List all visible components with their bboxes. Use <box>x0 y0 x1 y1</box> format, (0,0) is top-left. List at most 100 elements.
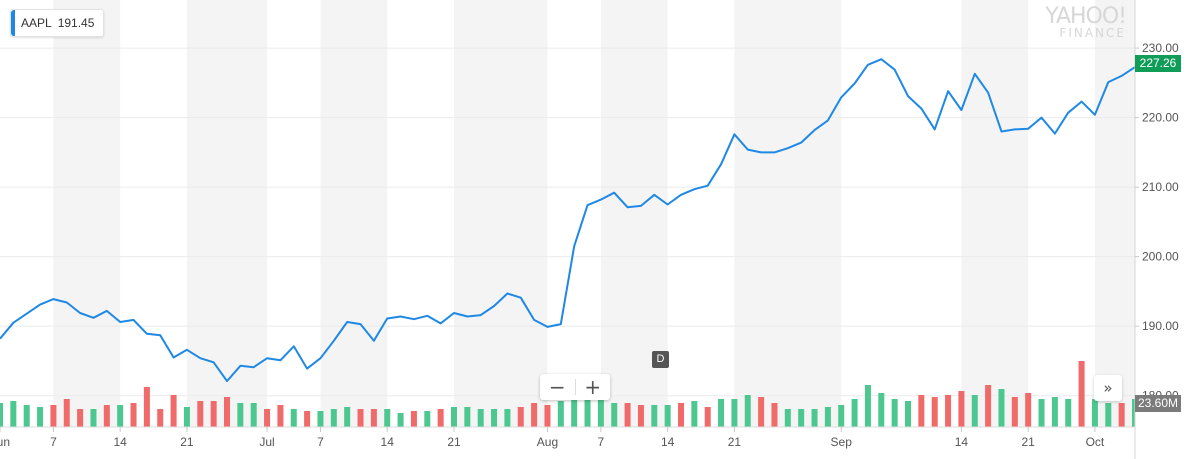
interval-badge[interactable]: D <box>652 351 669 368</box>
yahoo-finance-logo: YAHOO! FINANCE <box>1030 4 1127 40</box>
volume-bar <box>985 385 992 427</box>
week-band <box>320 0 388 427</box>
volume-bar <box>771 403 778 427</box>
volume-bar <box>744 395 751 427</box>
x-tick-label: 7 <box>50 435 57 449</box>
volume-bar <box>424 411 431 427</box>
volume-bar <box>130 403 137 427</box>
volume-bar <box>878 393 885 427</box>
y-tick-label: 210.00 <box>1142 180 1179 194</box>
volume-bar <box>210 401 217 427</box>
y-tick-label: 200.00 <box>1142 250 1179 264</box>
volume-bar <box>664 405 671 427</box>
zoom-in-button[interactable]: + <box>576 374 611 400</box>
volume-bar <box>504 409 511 427</box>
volume-bar <box>1038 399 1045 427</box>
volume-bar <box>357 409 364 427</box>
volume-bar <box>931 397 938 427</box>
volume-bar <box>557 401 564 427</box>
x-tick-label: 21 <box>1021 435 1035 449</box>
x-tick-label: Oct <box>1086 435 1105 449</box>
volume-bar <box>584 385 591 427</box>
volume-bar <box>891 399 898 427</box>
volume-bar <box>704 407 711 427</box>
zoom-control: − + <box>540 374 610 400</box>
week-band <box>961 0 1029 427</box>
volume-bar <box>23 405 30 427</box>
legend-symbol: AAPL <box>21 16 52 30</box>
volume-bar <box>918 395 925 427</box>
volume-bar <box>317 411 324 427</box>
volume-bar <box>904 401 912 427</box>
volume-bar <box>103 405 110 427</box>
zoom-divider <box>574 379 576 395</box>
volume-bar <box>197 401 204 427</box>
volume-bar <box>397 413 404 427</box>
x-tick-label: 7 <box>317 435 324 449</box>
volume-bar <box>237 403 244 427</box>
volume-bar <box>50 405 57 427</box>
volume-bar <box>824 407 831 427</box>
volume-bar <box>143 387 150 427</box>
x-axis: Jun 7 14 21 Jul 7 14 21 Aug 7 14 21 Sep 14 21 Oct <box>0 426 1135 449</box>
volume-bar <box>304 411 311 427</box>
week-band <box>186 0 268 427</box>
x-tick-label: 7 <box>598 435 605 449</box>
volume-bar <box>264 409 271 427</box>
x-tick-label: 14 <box>661 435 675 449</box>
volume-bar <box>183 407 190 427</box>
x-tick-label: Aug <box>537 435 558 449</box>
volume-bar <box>851 399 858 427</box>
x-tick-label: 21 <box>728 435 742 449</box>
zoom-out-button[interactable]: − <box>540 374 575 400</box>
volume-bar <box>464 407 471 427</box>
x-tick-label: 14 <box>381 435 395 449</box>
volume-bar <box>477 409 484 427</box>
logo-line-1: YAHOO! <box>1045 4 1127 29</box>
volume-bar <box>10 401 17 427</box>
volume-bar <box>1011 397 1018 427</box>
volume-bar <box>945 395 952 427</box>
expand-range-button[interactable]: » <box>1094 375 1122 401</box>
volume-bar <box>611 403 618 427</box>
price-line <box>0 58 1136 383</box>
legend-value: 191.45 <box>57 16 95 30</box>
volume-bar <box>1091 399 1098 427</box>
x-tick-label: 21 <box>180 435 194 449</box>
volume-bar <box>1118 403 1125 427</box>
price-line-group <box>0 58 1136 383</box>
volume-bar <box>637 405 644 427</box>
volume-bar <box>718 399 725 427</box>
volume-bar <box>410 411 417 427</box>
volume-bar <box>838 405 845 427</box>
volume-bar <box>798 409 805 427</box>
logo-line-2: FINANCE <box>1059 26 1126 40</box>
volume-bar <box>544 405 551 427</box>
week-band <box>454 0 548 427</box>
week-band <box>53 0 121 427</box>
volume-bar <box>784 409 791 427</box>
volume-bar <box>677 403 685 427</box>
volume-bar <box>63 399 70 427</box>
volume-bar <box>277 405 284 427</box>
week-bands <box>53 0 1135 427</box>
last-price-badge: 227.26 <box>1135 55 1181 72</box>
volume-bar <box>77 409 84 427</box>
volume-bar <box>517 407 524 427</box>
volume-bar <box>731 399 738 427</box>
volume-bar <box>971 395 978 427</box>
volume-bar <box>531 403 538 427</box>
volume-bar <box>290 409 297 427</box>
x-tick-label: 14 <box>955 435 969 449</box>
volume-bar <box>624 403 631 427</box>
volume-bars <box>0 361 1135 427</box>
volume-bar <box>1051 397 1058 427</box>
volume-bar <box>170 395 177 427</box>
x-tick-label: Jun <box>0 435 10 449</box>
volume-bar <box>811 409 818 427</box>
volume-bar <box>450 407 458 427</box>
volume-bar <box>330 409 337 427</box>
volume-badge: 23.60M <box>1135 395 1181 412</box>
volume-bar <box>1105 403 1112 427</box>
